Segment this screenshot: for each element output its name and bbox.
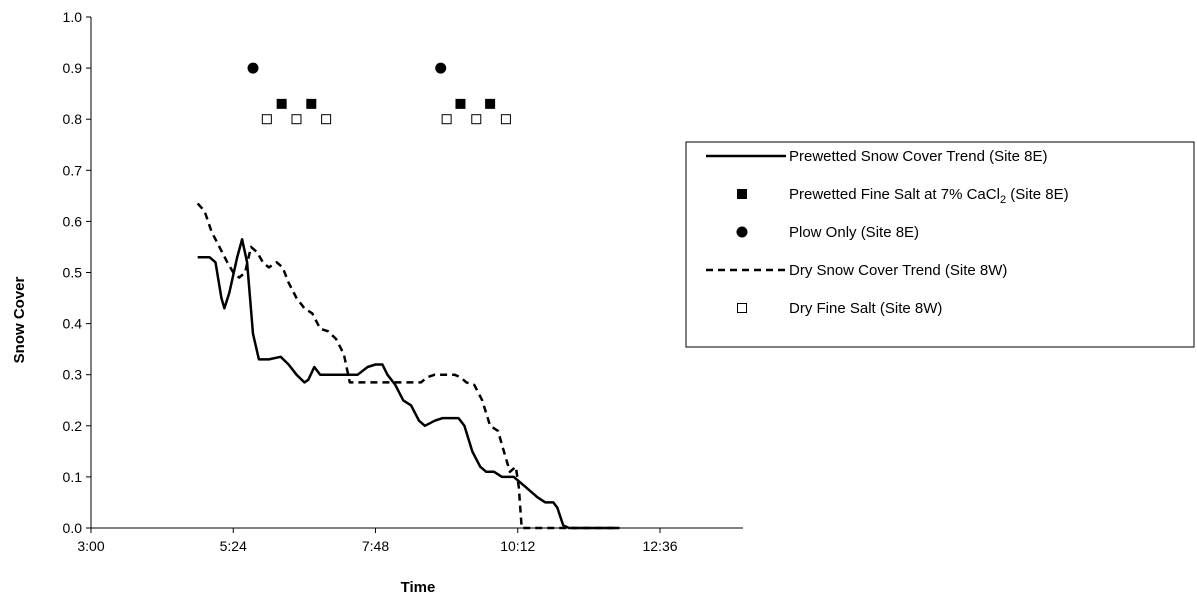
y-tick-label: 0.8 [63, 111, 83, 127]
plot-area: 0.0 0.1 0.2 0.3 0.4 0.5 0.6 0.7 0.8 0.9 1.0 3:00 5:… [63, 9, 743, 554]
dry-trend-line [196, 202, 620, 530]
legend-swatch-marker [736, 226, 748, 238]
prewetted-salt-marker [306, 98, 317, 109]
series-layer [196, 202, 620, 530]
y-tick-label: 0.2 [63, 418, 83, 434]
y-tick-label: 0.6 [63, 213, 83, 229]
legend-label-subscript: 2 [1000, 194, 1006, 206]
y-tick-label: 0.3 [63, 367, 83, 383]
legend-label: Prewetted Fine Salt at 7% CaCl2 (Site 8E… [789, 186, 1069, 206]
legend-entry: Prewetted Fine Salt at 7% CaCl2 (Site 8E… [737, 186, 1069, 206]
dry-salt-marker [321, 114, 332, 125]
dry-salt-marker [500, 114, 511, 125]
y-tick-label: 0.4 [63, 316, 83, 332]
y-tick-label: 0.0 [63, 520, 83, 536]
legend-swatch-marker [737, 189, 747, 199]
x-tick-label: 12:36 [642, 538, 677, 554]
legend-entry: Prewetted Snow Cover Trend (Site 8E) [706, 148, 1047, 165]
legend-box [685, 141, 1195, 348]
dry-salt-marker [471, 114, 482, 125]
legend-label: Dry Fine Salt (Site 8W) [789, 300, 942, 317]
legend-entry: Dry Snow Cover Trend (Site 8W) [706, 262, 1007, 279]
dry-salt-marker [291, 114, 302, 125]
legend-label: Prewetted Snow Cover Trend (Site 8E) [789, 148, 1047, 165]
y-tick-label: 0.9 [63, 60, 83, 76]
legend-entry: Plow Only (Site 8E) [736, 224, 919, 241]
x-tick-label: 5:24 [220, 538, 247, 554]
plow-only-marker [247, 62, 259, 74]
dry-salt-marker [261, 114, 272, 125]
dry-salt-marker [441, 114, 452, 125]
x-tick-label: 7:48 [362, 538, 389, 554]
plow-only-marker [435, 62, 447, 74]
prewetted-salt-marker [485, 98, 496, 109]
prewetted-trend-line [197, 238, 620, 530]
y-tick-label: 1.0 [63, 9, 83, 25]
legend-label-suffix: (Site 8E) [1006, 186, 1069, 203]
legend-swatch-marker [737, 303, 747, 313]
x-tick-label: 10:12 [500, 538, 535, 554]
prewetted-salt-marker [455, 98, 466, 109]
x-axis-ticks: 3:00 5:24 7:48 10:12 12:36 [77, 528, 678, 554]
y-tick-label: 0.1 [63, 469, 83, 485]
legend-label: Plow Only (Site 8E) [789, 224, 919, 241]
x-axis-title: Time [401, 579, 436, 596]
marker-layer [247, 62, 511, 125]
y-axis-ticks: 0.0 0.1 0.2 0.3 0.4 0.5 0.6 0.7 0.8 0.9 1.0 [63, 9, 91, 536]
y-tick-label: 0.5 [63, 265, 83, 281]
legend: Prewetted Snow Cover Trend (Site 8E) Prew… [685, 141, 1195, 348]
legend-entry: Dry Fine Salt (Site 8W) [737, 300, 942, 317]
prewetted-salt-marker [276, 98, 287, 109]
y-axis-title: Snow Cover [11, 276, 28, 363]
legend-label: Dry Snow Cover Trend (Site 8W) [789, 262, 1007, 279]
y-tick-label: 0.7 [63, 162, 83, 178]
legend-items: Prewetted Snow Cover Trend (Site 8E) Prew… [706, 148, 1069, 317]
x-tick-label: 3:00 [77, 538, 104, 554]
